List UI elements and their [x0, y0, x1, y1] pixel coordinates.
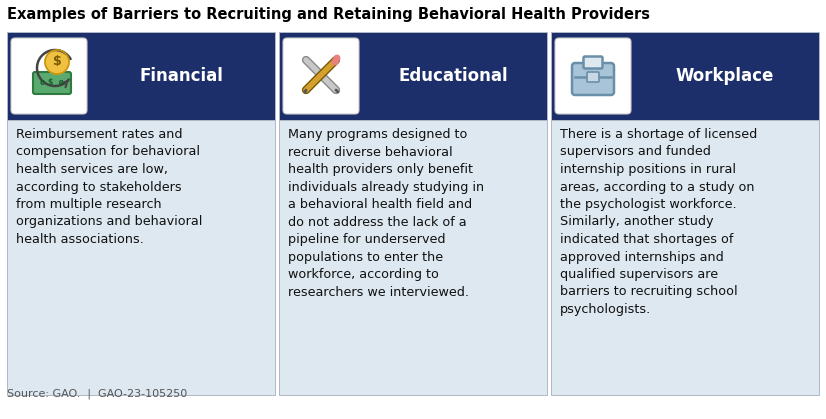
Text: Many programs designed to
recruit diverse behavioral
health providers only benef: Many programs designed to recruit divers…: [288, 128, 484, 298]
FancyBboxPatch shape: [33, 72, 71, 94]
Text: Reimbursement rates and
compensation for behavioral
health services are low,
acc: Reimbursement rates and compensation for…: [16, 128, 202, 246]
Text: $: $: [53, 55, 61, 68]
Bar: [551, 120, 819, 395]
Bar: [279, 120, 547, 395]
Bar: [551, 32, 819, 120]
Bar: [7, 32, 275, 120]
Text: Source: GAO.  |  GAO-23-105250: Source: GAO. | GAO-23-105250: [7, 388, 188, 399]
Text: Educational: Educational: [398, 67, 508, 85]
Bar: [7, 120, 275, 395]
FancyBboxPatch shape: [587, 72, 599, 82]
FancyBboxPatch shape: [583, 57, 602, 68]
Bar: [279, 32, 547, 120]
Text: There is a shortage of licensed
supervisors and funded
internship positions in r: There is a shortage of licensed supervis…: [560, 128, 757, 316]
FancyBboxPatch shape: [572, 63, 614, 95]
FancyBboxPatch shape: [283, 38, 359, 114]
Circle shape: [45, 50, 69, 74]
Text: Financial: Financial: [139, 67, 223, 85]
Text: o $  o: o $ o: [40, 78, 64, 88]
FancyBboxPatch shape: [555, 38, 631, 114]
Text: Workplace: Workplace: [676, 67, 774, 85]
FancyBboxPatch shape: [11, 38, 87, 114]
Text: Examples of Barriers to Recruiting and Retaining Behavioral Health Providers: Examples of Barriers to Recruiting and R…: [7, 7, 650, 22]
